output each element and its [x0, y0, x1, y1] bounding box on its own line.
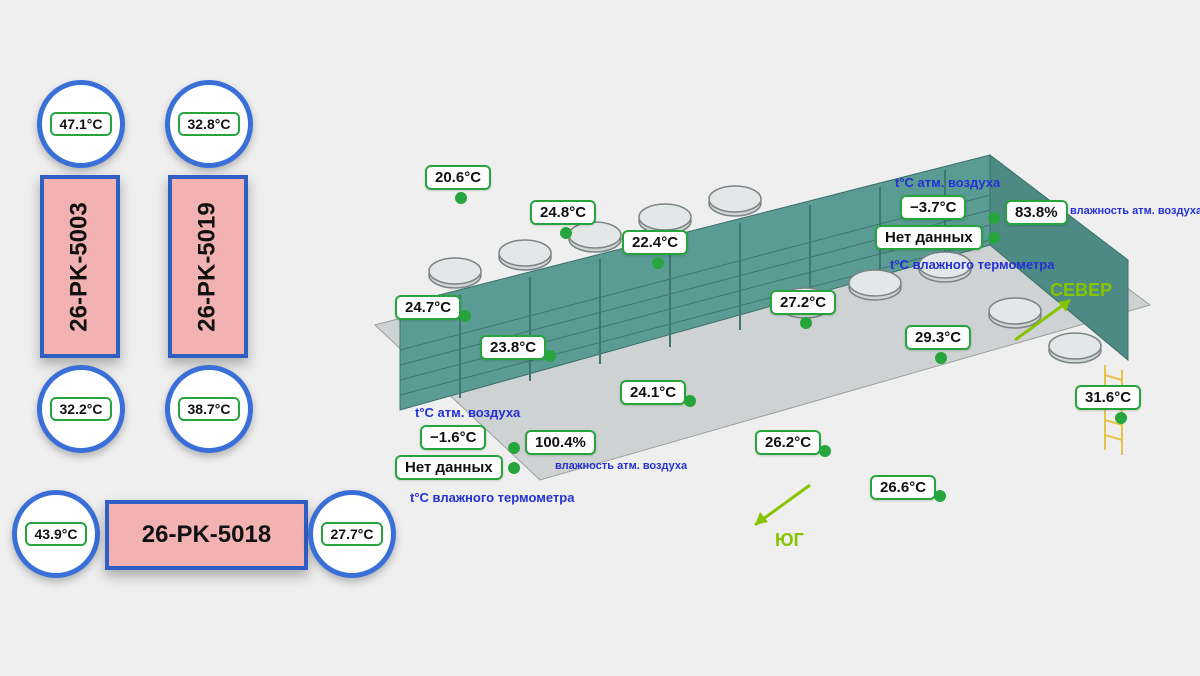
- dot-icon: [652, 257, 664, 269]
- atm-humidity-label: влажность атм. воздуха: [555, 460, 687, 472]
- compass-south-label: ЮГ: [775, 530, 804, 551]
- scada-mimic: 47.1°C 32.8°C 26-PK-5003 26-PK-5019 32.2…: [0, 0, 1200, 676]
- fan-temp[interactable]: 27.2°C: [770, 290, 836, 315]
- atm-wetbulb-value[interactable]: Нет данных: [875, 225, 983, 250]
- atm-temp-value[interactable]: −1.6°C: [420, 425, 486, 450]
- dot-icon: [508, 442, 520, 454]
- atm-humidity-value[interactable]: 100.4%: [525, 430, 596, 455]
- atm-humidity-label: влажность атм. воздуха: [1070, 205, 1200, 217]
- atm-temp-label: t°C атм. воздуха: [895, 175, 1000, 190]
- dot-icon: [508, 462, 520, 474]
- fan-temp[interactable]: 20.6°C: [425, 165, 491, 190]
- atm-temp-label: t°C атм. воздуха: [415, 405, 520, 420]
- dot-icon: [544, 350, 556, 362]
- dot-icon: [988, 232, 1000, 244]
- dot-icon: [560, 227, 572, 239]
- fan-temp[interactable]: 24.8°C: [530, 200, 596, 225]
- temp-value: 38.7°C: [178, 397, 241, 421]
- temp-value: 43.9°C: [25, 522, 88, 546]
- fan-temp[interactable]: 24.1°C: [620, 380, 686, 405]
- atm-humidity-value[interactable]: 83.8%: [1005, 200, 1068, 225]
- compass-north-label: СЕВЕР: [1050, 280, 1112, 301]
- ring-5019-out[interactable]: 38.7°C: [165, 365, 253, 453]
- fan-temp[interactable]: 26.6°C: [870, 475, 936, 500]
- temp-value: 47.1°C: [50, 112, 113, 136]
- dot-icon: [935, 352, 947, 364]
- equip-5019[interactable]: 26-PK-5019: [168, 175, 248, 358]
- atm-wetbulb-label: t°C влажного термометра: [890, 257, 1054, 272]
- equip-5003[interactable]: 26-PK-5003: [40, 175, 120, 358]
- atm-wetbulb-label: t°C влажного термометра: [410, 490, 574, 505]
- ring-5018-in[interactable]: 43.9°C: [12, 490, 100, 578]
- temp-value: 32.8°C: [178, 112, 241, 136]
- dot-icon: [1115, 412, 1127, 424]
- ring-5019-in[interactable]: 32.8°C: [165, 80, 253, 168]
- fan-temp[interactable]: 29.3°C: [905, 325, 971, 350]
- dot-icon: [455, 192, 467, 204]
- dot-icon: [459, 310, 471, 322]
- dot-icon: [684, 395, 696, 407]
- dot-icon: [800, 317, 812, 329]
- equip-label: 26-PK-5003: [66, 202, 94, 331]
- temp-value: 32.2°C: [50, 397, 113, 421]
- atm-temp-value[interactable]: −3.7°C: [900, 195, 966, 220]
- fan-temp[interactable]: 24.7°C: [395, 295, 461, 320]
- dot-icon: [819, 445, 831, 457]
- fan-temp[interactable]: 31.6°C: [1075, 385, 1141, 410]
- equip-5018[interactable]: 26-PK-5018: [105, 500, 308, 570]
- dot-icon: [934, 490, 946, 502]
- fan-temp[interactable]: 26.2°C: [755, 430, 821, 455]
- ring-5003-out[interactable]: 32.2°C: [37, 365, 125, 453]
- atm-wetbulb-value[interactable]: Нет данных: [395, 455, 503, 480]
- equip-label: 26-PK-5019: [194, 202, 222, 331]
- fan-temp[interactable]: 23.8°C: [480, 335, 546, 360]
- equip-label: 26-PK-5018: [142, 521, 271, 549]
- dot-icon: [988, 212, 1000, 224]
- fan-temp[interactable]: 22.4°C: [622, 230, 688, 255]
- ring-5003-in[interactable]: 47.1°C: [37, 80, 125, 168]
